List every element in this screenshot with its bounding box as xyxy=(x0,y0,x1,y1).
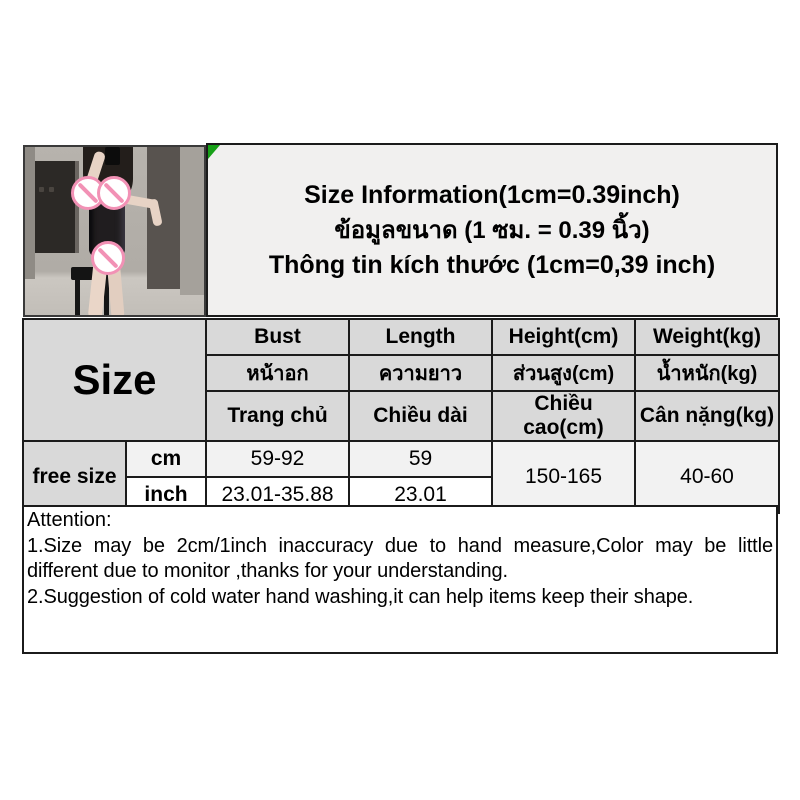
photo-stool-legs xyxy=(75,279,109,315)
photo-wall-dot xyxy=(39,187,44,192)
product-photo xyxy=(23,145,206,317)
height-range-value: 150-165 xyxy=(491,440,637,514)
photo-doorway xyxy=(35,161,79,253)
green-corner-marker-icon xyxy=(208,145,220,159)
no-sign-icon xyxy=(97,176,131,210)
header-length-en: Length xyxy=(348,318,494,356)
attention-heading: Attention: xyxy=(27,509,112,531)
header-length-th: ความยาว xyxy=(348,354,494,392)
table-row-cm: free size cm 59-92 59 150-165 40-60 xyxy=(22,440,781,514)
table-row-header-en: Size Bust Length Height(cm) Weight(kg) xyxy=(21,318,781,442)
header-height-vi: Chiều cao(cm) xyxy=(491,390,637,442)
table-row-header-vi: Trang chủ Chiều dài Chiều cao(cm) Cân nặ… xyxy=(23,390,781,442)
header-bust-en: Bust xyxy=(205,318,351,356)
attention-note-2: 2.Suggestion of cold water hand washing,… xyxy=(27,585,694,608)
unit-cm: cm xyxy=(124,440,208,478)
header-bust-vi: Trang chủ xyxy=(205,390,351,442)
header-weight-th: น้ำหนัก(kg) xyxy=(634,354,781,392)
bust-cm-value: 59-92 xyxy=(205,440,351,478)
photo-wall-strip xyxy=(25,147,35,279)
attention-box: Attention: 1.Size may be 2cm/1inch inacc… xyxy=(22,505,778,654)
photo-wall-dot xyxy=(49,187,54,192)
free-size-label: free size xyxy=(22,440,127,514)
weight-range-value: 40-60 xyxy=(634,440,781,514)
model-phone xyxy=(105,147,120,165)
size-table: Size Bust Length Height(cm) Weight(kg) ห… xyxy=(21,318,781,514)
size-information-panel: Size Information(1cm=0.39inch) ข้อมูลขนา… xyxy=(206,143,778,317)
header-bust-th: หน้าอก xyxy=(205,354,351,392)
photo-wall-far-right xyxy=(180,147,204,295)
header-weight-vi: Cân nặng(kg) xyxy=(634,390,781,442)
table-row-header-th: หน้าอก ความยาว ส่วนสูง(cm) น้ำหนัก(kg) xyxy=(23,354,781,392)
header-weight-en: Weight(kg) xyxy=(634,318,781,356)
size-corner-cell: Size xyxy=(21,318,208,442)
title-thai: ข้อมูลขนาด (1 ซม. = 0.39 นิ้ว) xyxy=(334,216,650,244)
no-sign-slash xyxy=(103,182,125,204)
title-vietnamese: Thông tin kích thước (1cm=0,39 inch) xyxy=(268,250,716,279)
attention-note-1: 1.Size may be 2cm/1inch inaccuracy due t… xyxy=(27,534,773,583)
no-sign-icon xyxy=(91,241,125,275)
header-height-th: ส่วนสูง(cm) xyxy=(491,354,637,392)
header-length-vi: Chiều dài xyxy=(348,390,494,442)
header-height-en: Height(cm) xyxy=(491,318,637,356)
no-sign-slash xyxy=(77,182,99,204)
length-cm-value: 59 xyxy=(348,440,494,478)
title-english: Size Information(1cm=0.39inch) xyxy=(304,180,680,209)
no-sign-slash xyxy=(97,247,119,269)
